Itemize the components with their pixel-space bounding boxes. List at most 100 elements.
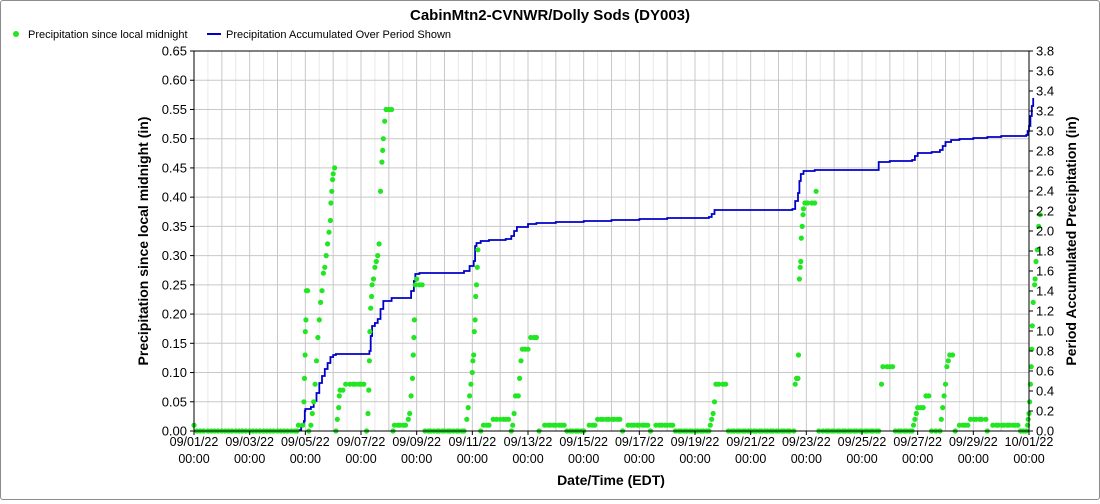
daily-point xyxy=(376,241,382,247)
x-tick-label-date: 09/23/22 xyxy=(782,435,831,449)
daily-point xyxy=(515,393,521,399)
right-tick-label: 2.8 xyxy=(1036,144,1054,159)
left-axis-ticks: 0.00 0.05 0.10 0.15 0.20 0.25 0.30 0.35 0.40 0.45… xyxy=(162,44,194,439)
daily-point xyxy=(382,118,388,124)
daily-point xyxy=(414,276,420,282)
daily-point xyxy=(979,416,985,422)
left-axis-label: Precipitation since local midnight (in) xyxy=(135,117,151,366)
daily-point xyxy=(813,188,819,194)
daily-point xyxy=(941,393,947,399)
x-tick-label-time: 00:00 xyxy=(791,452,822,466)
x-tick-label-time: 00:00 xyxy=(846,452,877,466)
daily-point xyxy=(1028,364,1034,370)
series-accumulated xyxy=(194,98,1035,432)
series-daily xyxy=(191,106,1043,434)
daily-point xyxy=(475,247,481,253)
x-tick-label-date: 09/21/22 xyxy=(726,435,775,449)
x-tick-label-date: 09/01/22 xyxy=(170,435,219,449)
grid xyxy=(194,51,1029,431)
daily-point xyxy=(812,200,818,206)
daily-point xyxy=(370,276,377,282)
daily-point xyxy=(1037,212,1043,218)
daily-point xyxy=(1033,258,1039,265)
x-tick-label-time: 00:00 xyxy=(290,452,321,466)
x-tick-label-time: 00:00 xyxy=(568,452,599,466)
daily-point xyxy=(1032,282,1038,288)
daily-point xyxy=(1034,247,1040,253)
right-tick-label: 2.2 xyxy=(1036,204,1054,219)
daily-point xyxy=(343,381,349,387)
daily-point xyxy=(332,165,338,171)
daily-point xyxy=(329,188,335,194)
daily-point xyxy=(411,317,417,323)
daily-point xyxy=(375,253,381,259)
daily-point xyxy=(1027,399,1033,405)
daily-point xyxy=(411,334,417,341)
right-tick-label: 0.2 xyxy=(1036,404,1054,419)
daily-point xyxy=(920,405,926,411)
daily-point xyxy=(926,393,932,399)
x-axis-ticks: 09/01/22 00:00 09/03/22 00:00 09/05/22 00:00 0… xyxy=(170,431,1053,466)
right-tick-label: 1.8 xyxy=(1036,244,1054,259)
daily-point xyxy=(467,393,473,399)
daily-point xyxy=(469,369,475,376)
right-tick-label: 0.4 xyxy=(1036,384,1054,399)
left-tick-label: 0.25 xyxy=(162,277,187,292)
daily-point xyxy=(792,381,798,387)
daily-point xyxy=(302,352,308,358)
daily-point xyxy=(468,381,474,387)
daily-point xyxy=(311,399,317,405)
daily-point xyxy=(380,136,386,142)
x-tick-label-date: 09/27/22 xyxy=(893,435,942,449)
x-tick-label-time: 00:00 xyxy=(401,452,432,466)
daily-point xyxy=(913,410,919,417)
daily-point xyxy=(486,422,492,428)
daily-point xyxy=(302,329,308,335)
x-tick-label-date: 09/25/22 xyxy=(838,435,887,449)
x-tick-label-date: 09/09/22 xyxy=(392,435,441,449)
x-tick-label-date: 09/29/22 xyxy=(949,435,998,449)
daily-point xyxy=(328,200,334,206)
right-tick-label: 1.2 xyxy=(1036,304,1054,319)
legend: Precipitation since local midnight Preci… xyxy=(13,29,451,41)
right-tick-label: 0.6 xyxy=(1036,364,1054,379)
daily-point xyxy=(707,422,713,428)
daily-point xyxy=(940,405,946,411)
daily-point xyxy=(320,270,326,276)
daily-point xyxy=(797,264,803,270)
daily-point xyxy=(795,375,801,381)
left-tick-label: 0.40 xyxy=(162,190,187,205)
daily-point xyxy=(419,282,425,288)
x-axis-label: Date/Time (EDT) xyxy=(557,472,665,488)
x-tick-label-time: 00:00 xyxy=(512,452,543,466)
daily-point xyxy=(309,410,315,417)
daily-point xyxy=(365,410,371,417)
daily-point xyxy=(910,422,917,428)
daily-point xyxy=(723,381,729,387)
daily-point xyxy=(326,229,332,235)
daily-point xyxy=(361,381,367,387)
daily-point xyxy=(330,171,336,177)
chart-title: CabinMtn2-CVNWR/Dolly Sods (DY003) xyxy=(410,7,690,24)
right-axis-ticks: 0.0 0.2 0.4 0.6 0.8 1.0 1.2 1.4 1.6 1.8 2.0 2.2 2.4 2… xyxy=(1029,44,1054,439)
daily-point xyxy=(402,422,409,428)
daily-point xyxy=(945,358,951,364)
daily-point xyxy=(323,253,329,259)
daily-point xyxy=(716,381,722,387)
right-tick-label: 1.0 xyxy=(1036,324,1054,339)
daily-point xyxy=(315,334,321,341)
daily-point xyxy=(327,217,333,224)
legend-label-daily: Precipitation since local midnight xyxy=(28,29,188,41)
daily-point xyxy=(303,317,309,323)
daily-point xyxy=(295,422,301,428)
x-tick-label-time: 00:00 xyxy=(735,452,766,466)
left-tick-label: 0.60 xyxy=(162,73,187,88)
daily-point xyxy=(518,358,524,364)
x-tick-label-time: 00:00 xyxy=(345,452,376,466)
daily-point xyxy=(949,352,956,358)
daily-point xyxy=(798,258,804,265)
x-tick-label-time: 00:00 xyxy=(178,452,209,466)
daily-point xyxy=(965,422,971,428)
right-tick-label: 1.4 xyxy=(1036,284,1054,299)
daily-point xyxy=(334,416,340,422)
